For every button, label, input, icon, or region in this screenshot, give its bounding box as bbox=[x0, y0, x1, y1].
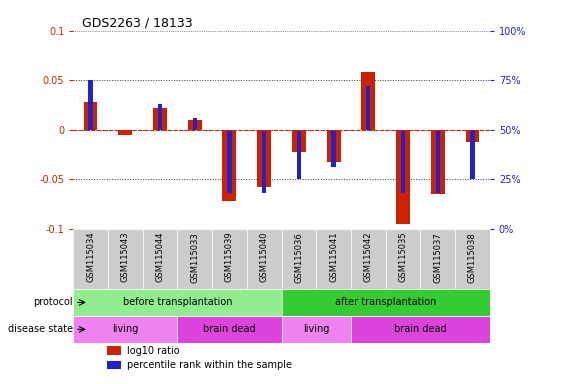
Bar bbox=[187, 120, 202, 130]
Bar bbox=[421, 229, 455, 289]
Bar bbox=[73, 229, 108, 289]
Bar bbox=[431, 130, 445, 194]
Text: GSM115044: GSM115044 bbox=[155, 232, 164, 282]
Text: living: living bbox=[112, 324, 138, 334]
Bar bbox=[83, 102, 97, 130]
Bar bbox=[193, 118, 197, 130]
Bar bbox=[227, 130, 231, 193]
Bar bbox=[222, 130, 236, 201]
Text: GSM115037: GSM115037 bbox=[434, 232, 442, 283]
Text: GSM115041: GSM115041 bbox=[329, 232, 338, 282]
Bar bbox=[470, 130, 475, 179]
Bar bbox=[118, 130, 132, 135]
Bar bbox=[247, 229, 282, 289]
Bar bbox=[282, 289, 490, 316]
Bar bbox=[297, 130, 301, 179]
Text: GSM115038: GSM115038 bbox=[468, 232, 477, 283]
Text: GSM115042: GSM115042 bbox=[364, 232, 373, 282]
Bar bbox=[212, 229, 247, 289]
Bar bbox=[327, 130, 341, 162]
Text: brain dead: brain dead bbox=[394, 324, 446, 334]
Bar bbox=[106, 361, 121, 369]
Text: GSM115036: GSM115036 bbox=[294, 232, 303, 283]
Bar bbox=[361, 72, 375, 130]
Text: GSM115040: GSM115040 bbox=[260, 232, 269, 282]
Text: GDS2263 / 18133: GDS2263 / 18133 bbox=[82, 17, 192, 30]
Bar bbox=[292, 130, 306, 152]
Bar bbox=[466, 130, 480, 142]
Text: percentile rank within the sample: percentile rank within the sample bbox=[127, 360, 292, 370]
Bar bbox=[282, 229, 316, 289]
Text: log10 ratio: log10 ratio bbox=[127, 346, 180, 356]
Bar bbox=[436, 130, 440, 193]
Bar bbox=[153, 108, 167, 130]
Bar bbox=[158, 104, 162, 130]
Text: GSM115039: GSM115039 bbox=[225, 232, 234, 283]
Text: disease state: disease state bbox=[8, 324, 73, 334]
Text: after transplantation: after transplantation bbox=[335, 298, 436, 308]
Bar bbox=[106, 346, 121, 355]
Text: living: living bbox=[303, 324, 329, 334]
Bar bbox=[257, 130, 271, 187]
Text: GSM115043: GSM115043 bbox=[121, 232, 129, 283]
Bar bbox=[177, 316, 282, 343]
Bar bbox=[401, 130, 405, 193]
Bar bbox=[282, 316, 351, 343]
Text: GSM115033: GSM115033 bbox=[190, 232, 199, 283]
Bar bbox=[88, 80, 93, 130]
Bar bbox=[73, 289, 282, 316]
Bar bbox=[386, 229, 421, 289]
Bar bbox=[108, 229, 142, 289]
Bar bbox=[366, 86, 370, 130]
Bar bbox=[142, 229, 177, 289]
Bar bbox=[177, 229, 212, 289]
Text: GSM115034: GSM115034 bbox=[86, 232, 95, 283]
Bar bbox=[351, 229, 386, 289]
Bar bbox=[73, 316, 177, 343]
Bar bbox=[396, 130, 410, 224]
Text: GSM115035: GSM115035 bbox=[399, 232, 408, 283]
Text: brain dead: brain dead bbox=[203, 324, 256, 334]
Text: protocol: protocol bbox=[34, 298, 73, 308]
Bar bbox=[262, 130, 266, 193]
Text: before transplantation: before transplantation bbox=[123, 298, 232, 308]
Bar bbox=[455, 229, 490, 289]
Bar bbox=[332, 130, 336, 167]
Bar bbox=[316, 229, 351, 289]
Bar bbox=[351, 316, 490, 343]
